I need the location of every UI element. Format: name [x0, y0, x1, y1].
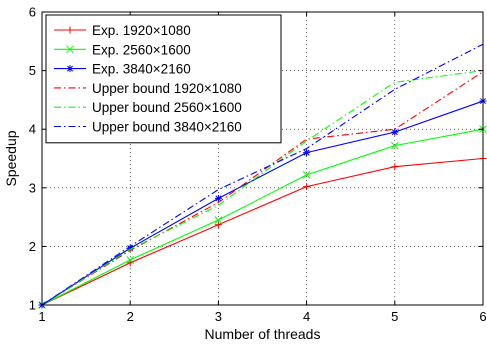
legend-label: Upper bound 2560×1600	[92, 100, 242, 115]
data-point-stroke	[215, 195, 222, 202]
y-tick-label: 6	[29, 5, 36, 20]
data-point-stroke	[214, 216, 223, 224]
data-point-stroke	[66, 45, 74, 54]
series-6	[41, 43, 484, 306]
y-axis-title: Speedup	[3, 130, 19, 186]
y-tick-label: 2	[29, 239, 36, 254]
legend-entry: Exp. 1920×1080	[54, 23, 191, 38]
axes	[41, 11, 484, 306]
x-axis-title: Number of threads	[205, 326, 321, 342]
series-5	[41, 70, 484, 306]
legend-label: Exp. 1920×1080	[92, 23, 191, 38]
plot-frame	[41, 11, 484, 306]
y-tick-label: 4	[29, 122, 36, 137]
series-group	[38, 43, 487, 309]
series-line	[41, 100, 484, 306]
x-tick-label: 2	[127, 309, 134, 324]
legend-entry: Upper bound 3840×2160	[54, 120, 242, 135]
legend: Exp. 1920×1080 Exp. 2560×1600 Exp. 3840×21…	[45, 14, 282, 144]
legend-label: Exp. 3840×2160	[92, 62, 191, 77]
legend-label: Exp. 2560×1600	[92, 42, 191, 57]
data-point-stroke	[303, 149, 310, 156]
data-point-stroke	[391, 129, 398, 136]
x-tick-label: 5	[391, 309, 398, 324]
legend-entry: Upper bound 2560×1600	[54, 100, 242, 115]
series-2	[38, 125, 487, 309]
x-tick-label: 3	[215, 309, 222, 324]
tick-labels: 1 2 3 4 5 6 1 2 3 4 5 6	[29, 5, 487, 325]
legend-box	[45, 14, 282, 144]
legend-label: Upper bound 1920×1080	[92, 81, 242, 96]
y-tick-label: 5	[29, 63, 36, 78]
x-tick-label: 6	[479, 309, 486, 324]
legend-entry: Upper bound 1920×1080	[54, 81, 242, 96]
y-tick-label: 3	[29, 180, 36, 195]
series-1	[38, 155, 487, 309]
legend-label: Upper bound 3840×2160	[92, 120, 242, 135]
data-point-stroke	[67, 65, 73, 72]
series-line	[41, 157, 484, 306]
series-line	[41, 128, 484, 306]
series-line	[41, 70, 484, 306]
x-tick-label: 1	[38, 309, 45, 324]
series-line	[41, 43, 484, 306]
legend-entry: Exp. 3840×2160	[54, 62, 191, 77]
x-tick-label: 4	[303, 309, 310, 324]
data-point-stroke	[126, 256, 135, 264]
legend-entry: Exp. 2560×1600	[54, 42, 191, 57]
data-point-stroke	[302, 171, 311, 179]
y-tick-label: 1	[29, 298, 36, 313]
data-point-stroke	[390, 141, 399, 150]
